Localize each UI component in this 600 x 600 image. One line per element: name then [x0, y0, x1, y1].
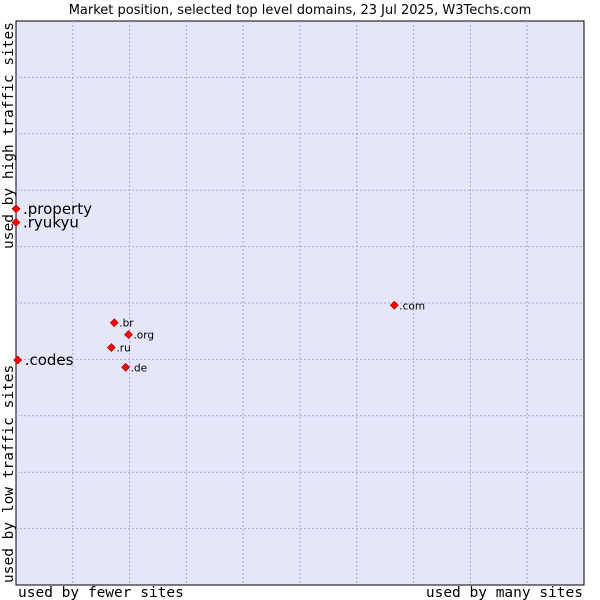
data-point-label-br: .br — [119, 318, 134, 330]
y-axis-label-top: used by high traffic sites — [1, 22, 17, 249]
x-axis-label-left: used by fewer sites — [18, 585, 184, 600]
data-points: .property.ryukyu .codes .com .br.org.ru.de — [11, 200, 425, 374]
data-point-marker-ryukyu[interactable] — [11, 217, 21, 227]
grid-lines — [16, 21, 584, 585]
data-point-marker-ru[interactable] — [106, 343, 116, 352]
data-point-label-codes: .codes — [25, 351, 74, 369]
y-axis-label-bottom: used by low traffic sites — [1, 365, 17, 583]
data-point-label-org: .org — [133, 330, 154, 342]
data-point-marker-codes[interactable] — [13, 355, 23, 365]
data-point-marker-br[interactable] — [109, 318, 119, 328]
data-point-label-de: .de — [131, 362, 147, 374]
data-point-label-com: .com — [399, 300, 425, 312]
data-point-label-ru: .ru — [116, 343, 130, 355]
data-point-label-property: .property — [23, 200, 92, 218]
chart-title: Market position, selected top level doma… — [69, 3, 532, 18]
data-point-marker-org[interactable] — [124, 330, 133, 340]
data-point-marker-property[interactable] — [11, 204, 21, 214]
data-point-marker-de[interactable] — [121, 362, 131, 372]
data-point-label-ryukyu: .ryukyu — [23, 213, 79, 231]
data-point-marker-com[interactable] — [389, 300, 399, 310]
x-axis-label-right: used by many sites — [426, 585, 583, 600]
